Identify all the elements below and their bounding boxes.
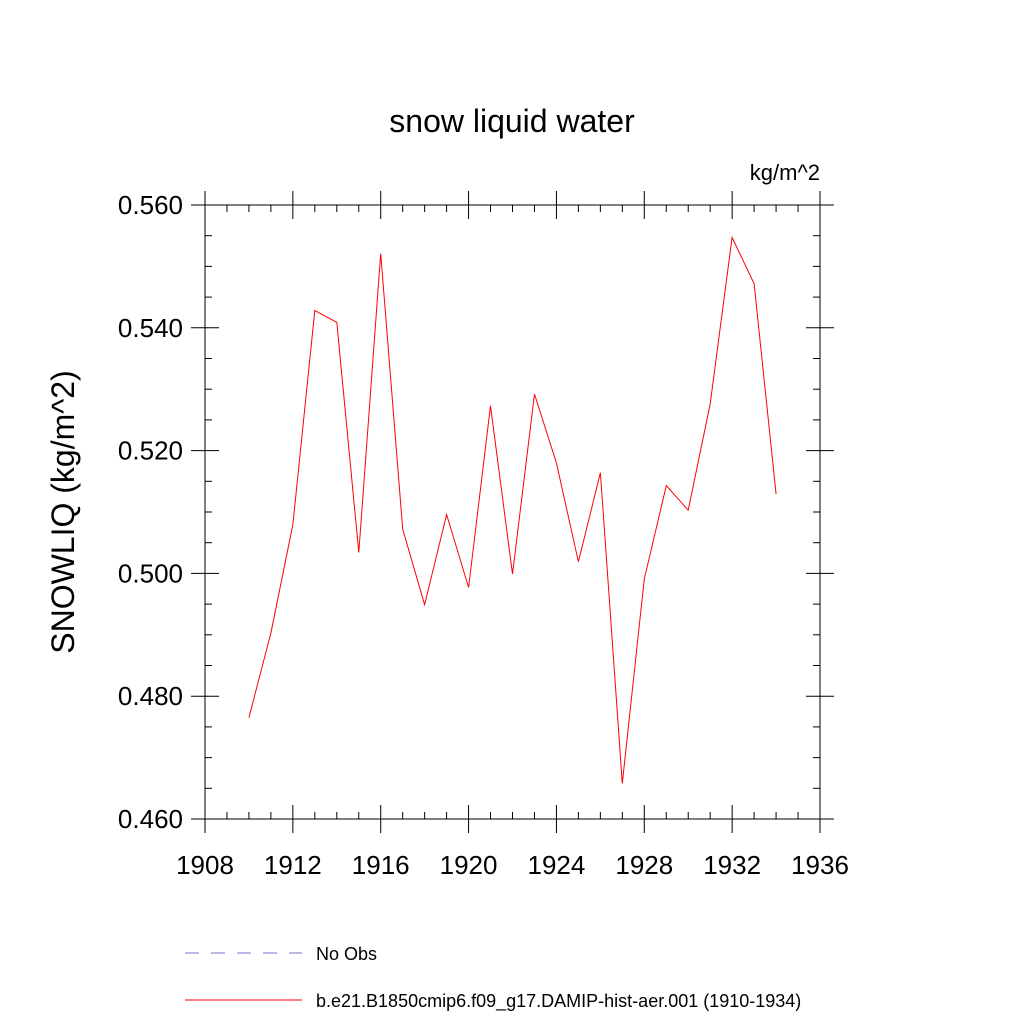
x-tick-label: 1912 xyxy=(264,850,322,880)
units-label: kg/m^2 xyxy=(750,160,820,185)
series-group xyxy=(248,235,777,784)
y-tick-label: 0.540 xyxy=(118,313,183,343)
x-tick-label: 1932 xyxy=(703,850,761,880)
y-axis-label: SNOWLIQ (kg/m^2) xyxy=(45,370,81,653)
x-tick-label: 1920 xyxy=(440,850,498,880)
x-tick-label: 1928 xyxy=(615,850,673,880)
x-tick-label: 1924 xyxy=(528,850,586,880)
chart-title: snow liquid water xyxy=(389,103,635,139)
plot-frame xyxy=(204,204,821,820)
y-tick-label: 0.500 xyxy=(118,558,183,588)
y-tick-label: 0.480 xyxy=(118,681,183,711)
y-tick-label: 0.460 xyxy=(118,804,183,834)
legend-label-model: b.e21.B1850cmip6.f09_g17.DAMIP-hist-aer.… xyxy=(316,991,801,1012)
y-tick-label: 0.520 xyxy=(118,436,183,466)
legend: No Obs b.e21.B1850cmip6.f09_g17.DAMIP-hi… xyxy=(185,944,801,1012)
axis-ticks xyxy=(191,191,834,833)
x-tick-label: 1916 xyxy=(352,850,410,880)
x-tick-label: 1936 xyxy=(791,850,849,880)
plot-area xyxy=(204,204,821,820)
y-tick-label: 0.560 xyxy=(118,190,183,220)
series-line-0 xyxy=(248,235,777,784)
x-tick-label: 1908 xyxy=(176,850,234,880)
legend-label-no-obs: No Obs xyxy=(316,944,377,964)
axis-tick-labels: 1908 1912 1916 1920 1924 1928 1932 1936 0.460 0.4… xyxy=(118,190,849,880)
